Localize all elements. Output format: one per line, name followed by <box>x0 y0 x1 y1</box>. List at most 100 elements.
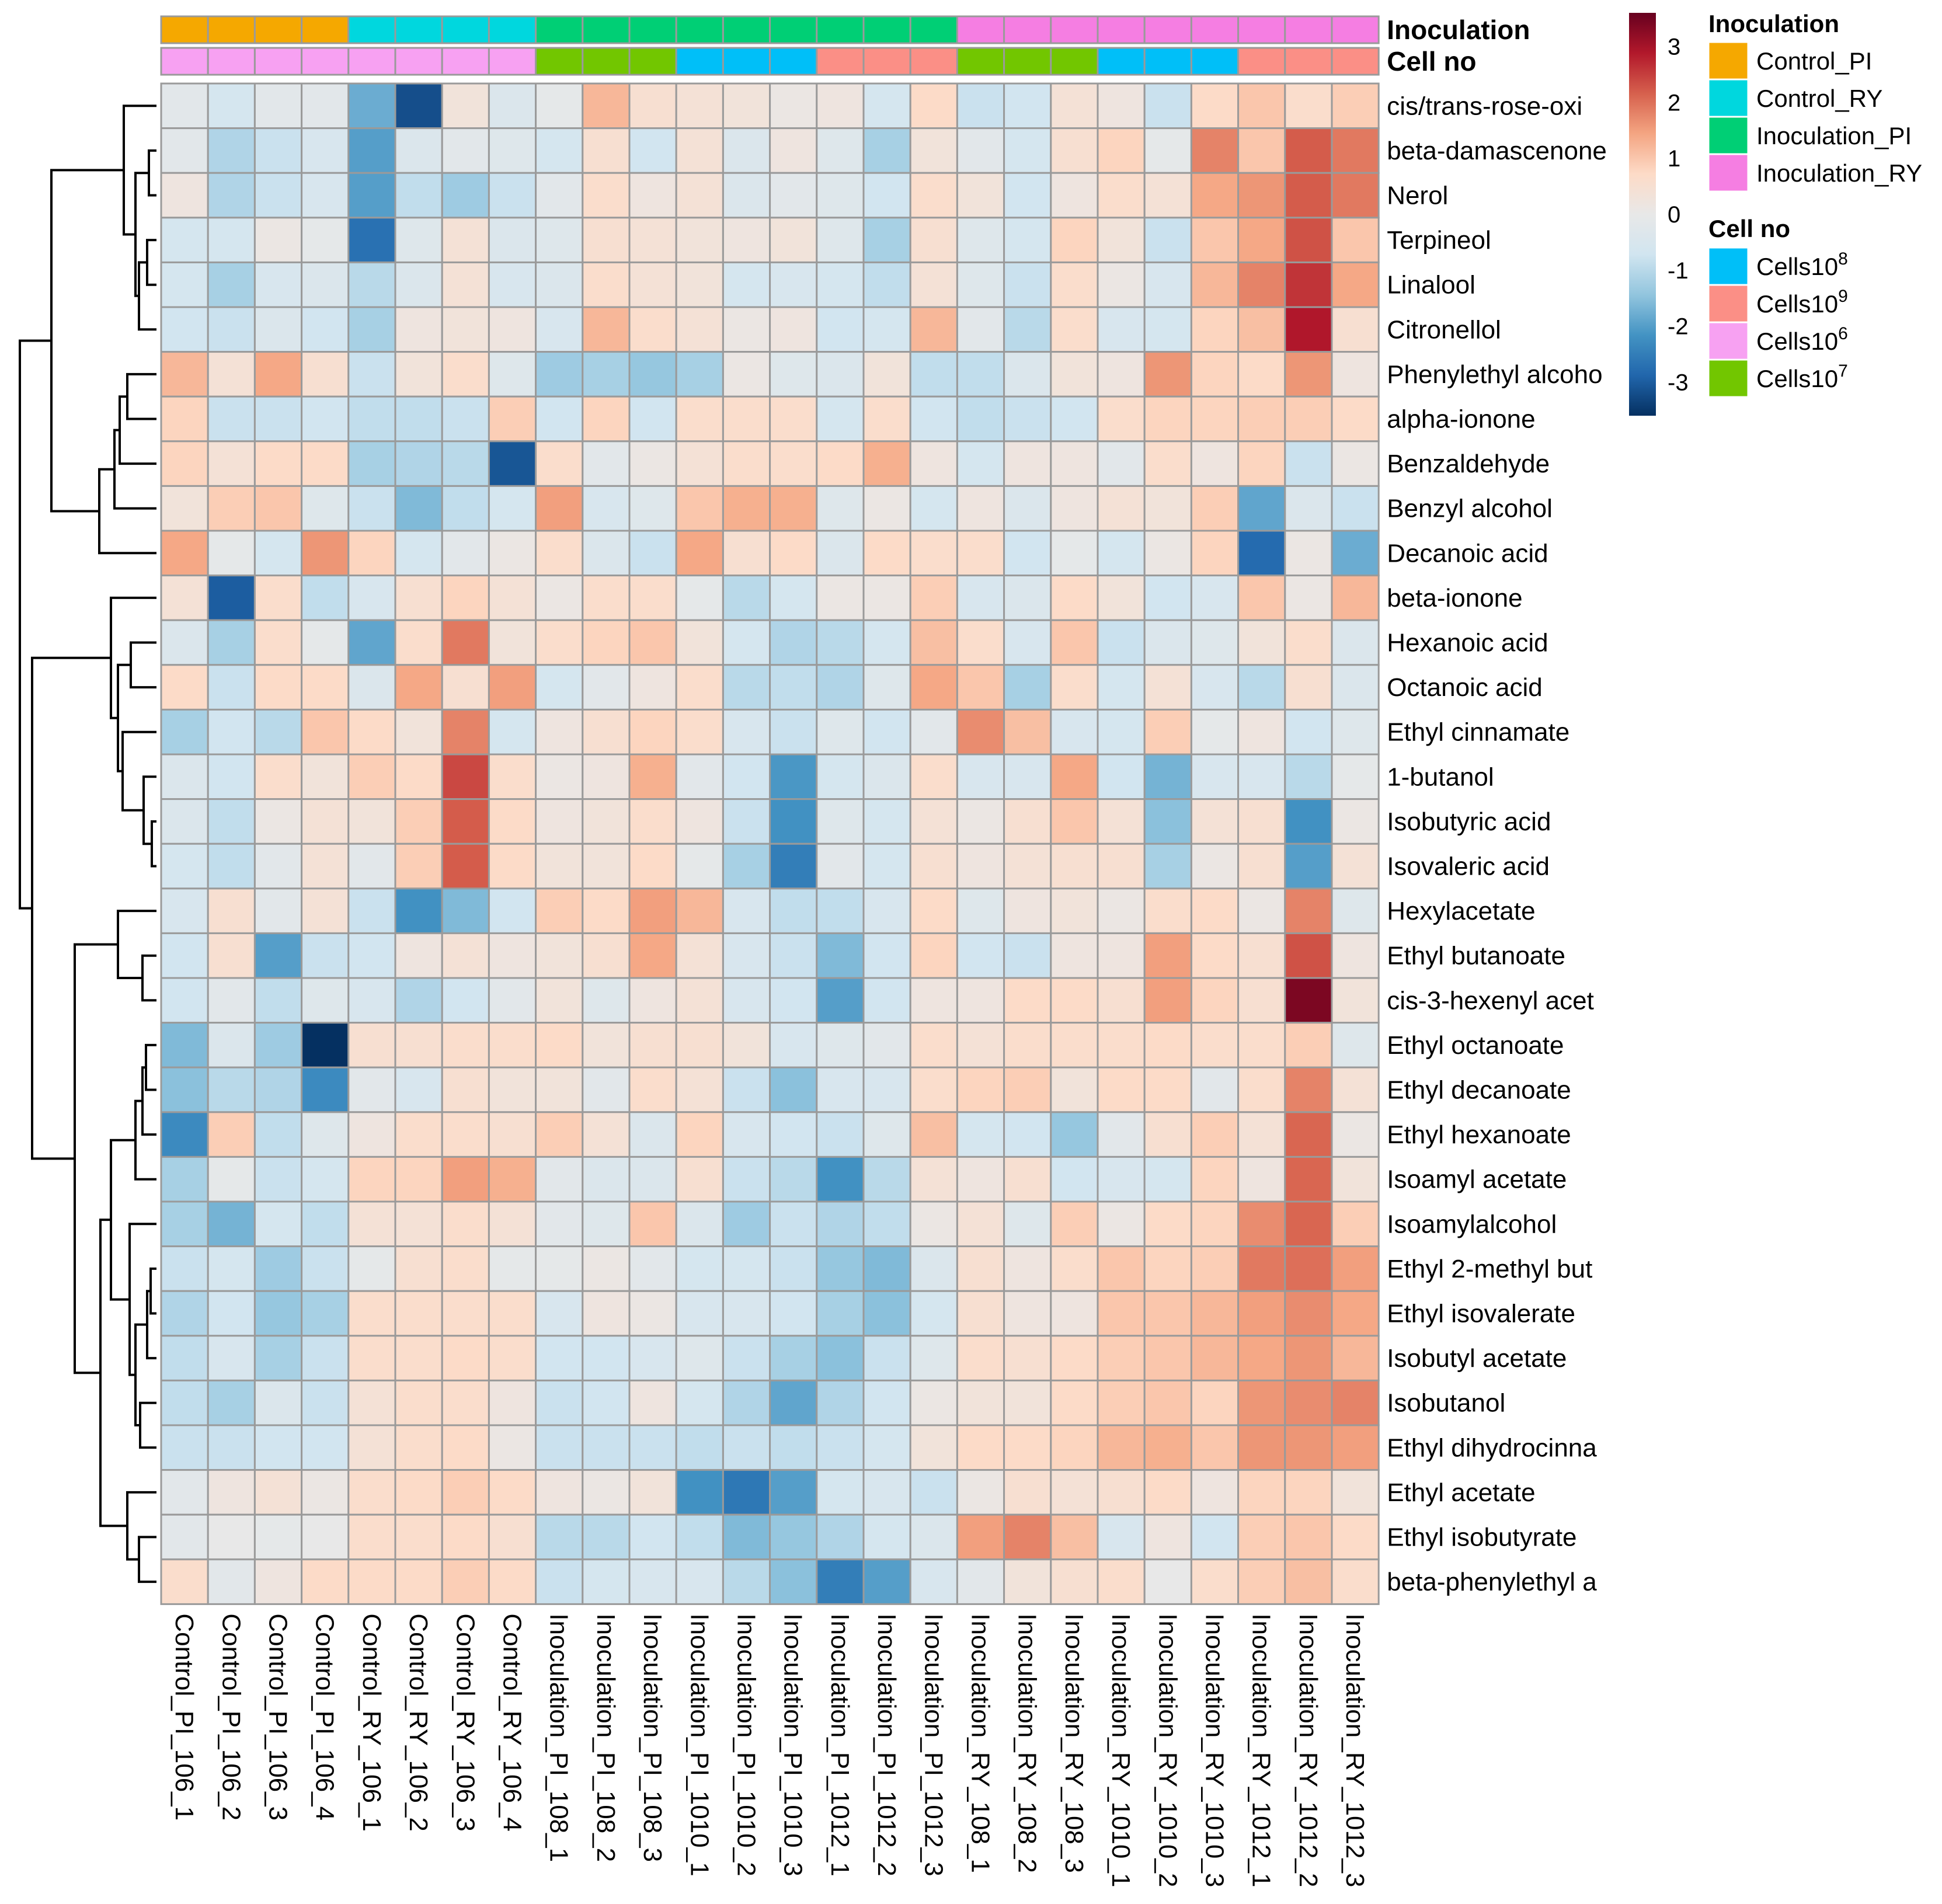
heatmap-cell <box>1237 664 1286 711</box>
heatmap-cell <box>1143 798 1192 845</box>
heatmap-cell <box>1237 485 1286 532</box>
heatmap-cell <box>488 485 537 532</box>
heatmap-cell <box>394 217 443 263</box>
heatmap-cell <box>301 1379 350 1426</box>
heatmap-cell <box>1331 887 1380 934</box>
heatmap-cell <box>207 887 256 934</box>
heatmap-cell <box>1003 1379 1052 1426</box>
heatmap-cell <box>769 1335 818 1381</box>
heatmap-cell <box>909 1200 958 1248</box>
dendrogram-branch <box>130 641 156 689</box>
row-label: Isoamyl acetate <box>1387 1165 1567 1194</box>
heatmap-cell <box>956 932 1005 979</box>
dendrogram-branch <box>142 775 156 845</box>
heatmap-cells <box>160 82 1380 1605</box>
dendrogram-branch <box>123 105 156 236</box>
heatmap-cell <box>675 1111 724 1158</box>
column-label: Inoculation_PI_1010_3 <box>779 1613 808 1876</box>
heatmap-cell <box>488 887 537 934</box>
heatmap-cell <box>909 1558 958 1605</box>
heatmap-cell <box>909 395 958 443</box>
heatmap-cell <box>909 1469 958 1516</box>
heatmap-cell <box>675 351 724 398</box>
heatmap-cell <box>1050 619 1099 666</box>
heatmap-cell <box>956 664 1005 711</box>
heatmap-cell <box>675 127 724 174</box>
heatmap-cell <box>675 1335 724 1381</box>
heatmap-cell <box>862 753 911 800</box>
heatmap-cell <box>722 485 771 532</box>
heatmap-cell <box>207 1558 256 1605</box>
heatmap-cell <box>862 172 911 219</box>
heatmap-cell <box>956 530 1005 577</box>
heatmap-cell <box>1097 1424 1146 1471</box>
heatmap-cell <box>862 440 911 487</box>
heatmap-cell <box>816 217 865 263</box>
column-label: Control_PI_106_4 <box>311 1613 339 1821</box>
heatmap-cell <box>535 1111 584 1158</box>
heatmap-cell <box>535 351 584 398</box>
heatmap-cell <box>441 217 490 263</box>
heatmap-cell <box>816 1200 865 1248</box>
heatmap-cell <box>1284 485 1333 532</box>
heatmap-cell <box>441 530 490 577</box>
legend-swatch <box>1707 358 1749 398</box>
heatmap-cell <box>1097 1335 1146 1381</box>
heatmap-cell <box>488 1424 537 1471</box>
heatmap-cell <box>1003 1335 1052 1381</box>
heatmap-cell <box>207 172 256 219</box>
heatmap-cell <box>394 887 443 934</box>
heatmap-cell <box>1331 261 1380 308</box>
annotation-cell <box>862 47 911 76</box>
heatmap-cell <box>301 306 350 353</box>
heatmap-cell <box>862 1290 911 1337</box>
heatmap-cell <box>1097 82 1146 130</box>
heatmap-cell <box>816 127 865 174</box>
heatmap-cell <box>347 753 396 800</box>
heatmap-cell <box>956 172 1005 219</box>
heatmap-cell <box>769 708 818 756</box>
heatmap-cell <box>1331 1379 1380 1426</box>
heatmap-cell <box>675 708 724 756</box>
heatmap-cell <box>956 575 1005 621</box>
heatmap-cell <box>1003 798 1052 845</box>
heatmap-cell <box>675 1022 724 1068</box>
heatmap-cell <box>347 843 396 890</box>
heatmap-cell <box>1331 708 1380 756</box>
heatmap-cell <box>1190 798 1240 845</box>
heatmap-cell <box>253 217 303 263</box>
column-label: Inoculation_PI_1010_2 <box>732 1613 761 1876</box>
legend-swatch <box>1707 41 1749 81</box>
annotation-cell <box>675 15 724 44</box>
heatmap-cell <box>1143 708 1192 756</box>
heatmap-cell <box>769 1513 818 1561</box>
heatmap-cell <box>441 1066 490 1113</box>
heatmap-cell <box>1143 1200 1192 1248</box>
heatmap-cell <box>1143 127 1192 174</box>
legend-swatch <box>1707 321 1749 361</box>
heatmap-cell <box>535 664 584 711</box>
heatmap-cell <box>909 530 958 577</box>
heatmap-cell <box>1050 1379 1099 1426</box>
row-label: 1-butanol <box>1387 763 1494 791</box>
heatmap-cell <box>394 575 443 621</box>
heatmap-cell <box>301 1200 350 1248</box>
legend-label: Cells107 <box>1756 361 1848 392</box>
heatmap-cell <box>1190 887 1240 934</box>
heatmap-cell <box>160 1558 209 1605</box>
heatmap-cell <box>1097 708 1146 756</box>
row-label: Isoamylalcohol <box>1387 1210 1557 1238</box>
heatmap-cell <box>1190 440 1240 487</box>
legend-swatch <box>1707 78 1749 118</box>
heatmap-cell <box>301 1290 350 1337</box>
row-label: beta-damascenone <box>1387 137 1607 165</box>
row-label: Ethyl decanoate <box>1387 1076 1571 1105</box>
heatmap-cell <box>1331 82 1380 130</box>
heatmap-cell <box>1050 1513 1099 1561</box>
heatmap-cell <box>582 1200 631 1248</box>
heatmap-cell <box>582 843 631 890</box>
heatmap-cell <box>301 1513 350 1561</box>
heatmap-cell <box>769 485 818 532</box>
heatmap-cell <box>1143 261 1192 308</box>
